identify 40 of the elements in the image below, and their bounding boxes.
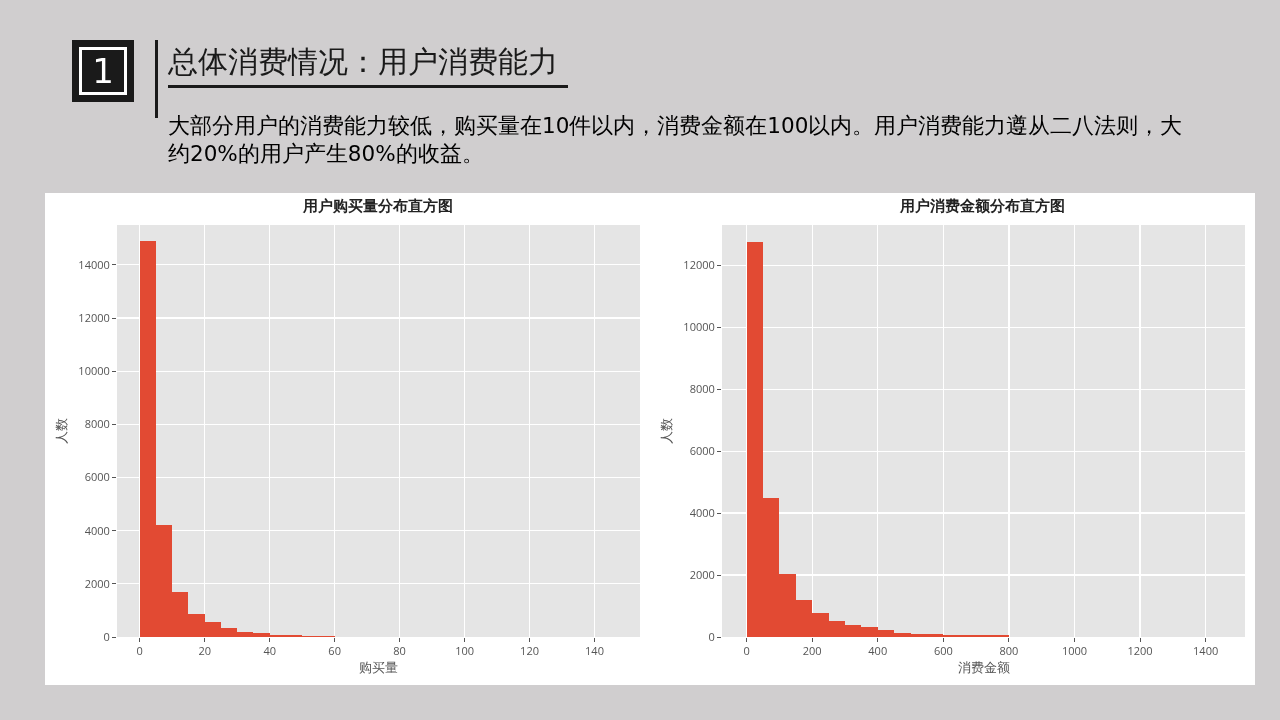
- x-axis-title: 消费金额: [957, 658, 1010, 677]
- x-axis-title: 购买量: [359, 658, 398, 677]
- y-tick-label: 2000: [84, 575, 110, 591]
- y-tick-label: 4000: [84, 522, 110, 538]
- x-tick-label: 60: [328, 643, 341, 659]
- chart-title: 用户购买量分布直方图: [301, 196, 453, 215]
- y-axis-title: 人数: [52, 418, 71, 444]
- x-tick-label: 80: [393, 643, 406, 659]
- x-tick-label: 800: [999, 643, 1019, 659]
- text: 大部分用户的消费能力较低，购买量在10件以内，消费金额在100以内。用户消费能力遵从二八法则，大约20%的用户产生80%的收益。: [168, 112, 1184, 168]
- x-tick-label: 120: [520, 643, 539, 659]
- y-tick-label: 12000: [78, 309, 110, 325]
- x-tick-label: 20: [198, 643, 212, 659]
- y-tick-label: 2000: [689, 566, 715, 582]
- text: 1: [79, 47, 127, 95]
- y-tick-label: 10000: [78, 363, 110, 379]
- x-tick-label: 200: [802, 643, 822, 659]
- x-tick-label: 0: [136, 643, 143, 659]
- y-tick-label: 14000: [78, 256, 110, 272]
- x-tick-label: 1400: [1193, 643, 1219, 659]
- x-tick-label: 40: [263, 643, 276, 659]
- x-tick-label: 1000: [1061, 643, 1088, 659]
- x-tick-label: 600: [933, 643, 953, 659]
- x-tick-label: 100: [455, 643, 475, 659]
- x-tick-label: 1200: [1127, 643, 1153, 659]
- x-tick-label: 400: [868, 643, 888, 659]
- x-tick-label: 0: [743, 643, 750, 659]
- y-tick-label: 4000: [689, 504, 715, 520]
- x-tick-label: 140: [585, 643, 604, 659]
- text: 总体消费情况：用户消费能力: [168, 42, 568, 88]
- y-axis-title: 人数: [657, 418, 676, 444]
- y-tick-label: 6000: [84, 469, 110, 485]
- y-tick-label: 0: [103, 628, 110, 644]
- y-tick-label: 8000: [689, 381, 715, 397]
- y-tick-label: 0: [708, 628, 715, 644]
- y-tick-label: 6000: [689, 442, 715, 458]
- chart-title: 用户消费金额分布直方图: [899, 196, 1066, 215]
- y-tick-label: 10000: [683, 319, 715, 335]
- y-tick-label: 12000: [683, 257, 715, 273]
- y-tick-label: 8000: [84, 416, 110, 432]
